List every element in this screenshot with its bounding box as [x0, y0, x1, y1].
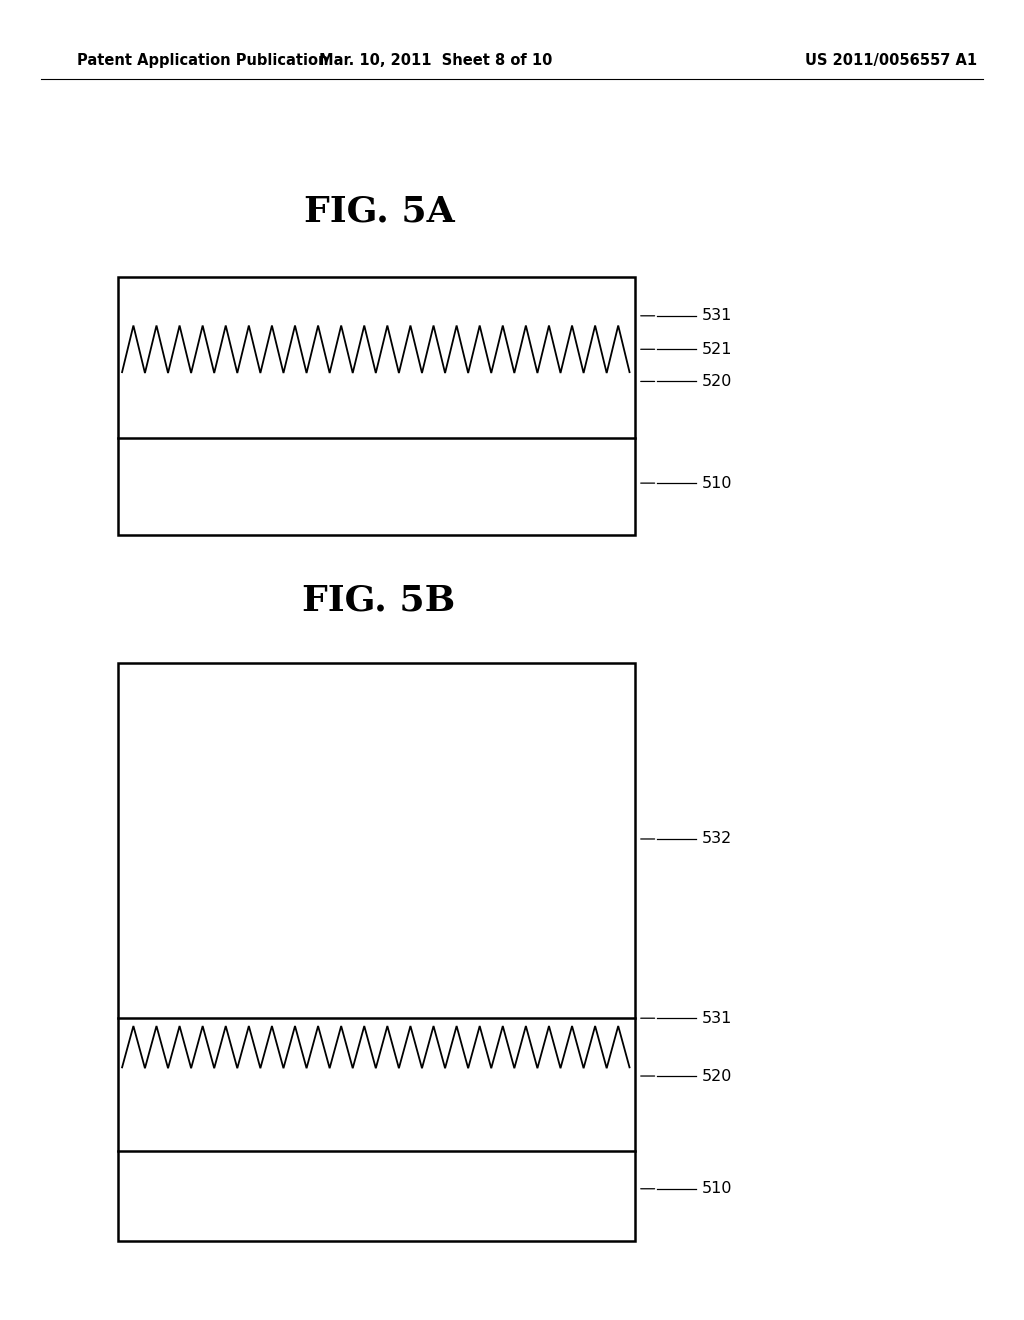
Text: 521: 521 — [701, 342, 732, 356]
Text: 520: 520 — [701, 374, 732, 389]
Text: FIG. 5B: FIG. 5B — [302, 583, 456, 618]
Text: 531: 531 — [701, 309, 732, 323]
Text: FIG. 5A: FIG. 5A — [303, 194, 455, 228]
Text: 531: 531 — [701, 1011, 732, 1026]
Text: 532: 532 — [701, 832, 732, 846]
Text: 510: 510 — [701, 475, 732, 491]
Bar — [118, 663, 635, 1241]
Text: 520: 520 — [701, 1068, 732, 1084]
Text: Mar. 10, 2011  Sheet 8 of 10: Mar. 10, 2011 Sheet 8 of 10 — [318, 53, 552, 69]
Text: 510: 510 — [701, 1181, 732, 1196]
Bar — [118, 277, 635, 535]
Text: US 2011/0056557 A1: US 2011/0056557 A1 — [805, 53, 977, 69]
Text: Patent Application Publication: Patent Application Publication — [77, 53, 329, 69]
